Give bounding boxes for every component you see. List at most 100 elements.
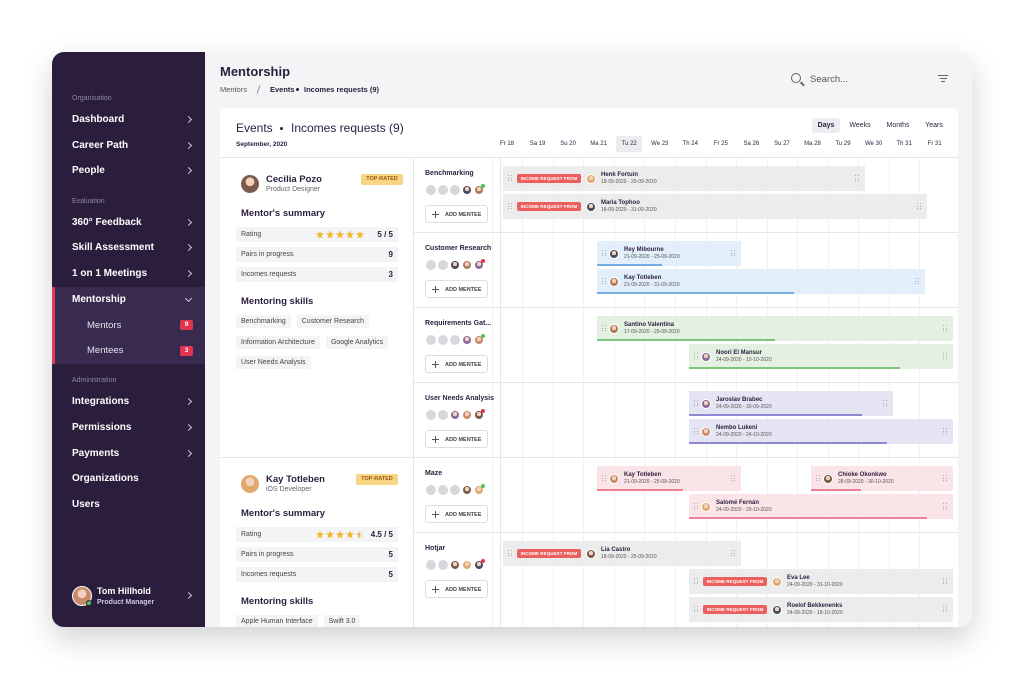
star-filled — [336, 230, 344, 239]
event-bar[interactable]: Nembo Lukeni 24-09-2020 - 24-10-2020 — [689, 419, 953, 444]
nav-item[interactable]: Payments — [52, 442, 205, 466]
event-bar[interactable]: Kay Totleben 21-09-2020 - 25-09-2020 — [597, 466, 741, 491]
drag-handle — [915, 283, 917, 285]
drag-handle — [943, 477, 945, 479]
lane-title: Benchmarking — [425, 170, 474, 177]
event-bar[interactable]: INCOME REQUEST FROM Roelof Bekkenenks 24-0… — [689, 597, 953, 622]
status-dot — [481, 259, 485, 263]
drag-handle — [694, 430, 696, 432]
drag-handle — [731, 252, 733, 254]
event-bar[interactable]: INCOME REQUEST FROM Eva Lee 24-09-2020 - 3… — [689, 569, 953, 594]
nav-label: 360° Feedback — [72, 216, 142, 228]
drag-handle — [883, 402, 885, 404]
event-bar[interactable]: INCOME REQUEST FROM Maria Tophoo 18-09-202… — [503, 194, 927, 219]
event-person: Nembo Lukeni — [716, 425, 758, 431]
add-mentee-button[interactable]: ADD MENTEE — [425, 280, 488, 298]
skills-title: Mentoring skills — [241, 595, 314, 607]
drag-handle — [915, 280, 917, 282]
add-mentee-button[interactable]: ADD MENTEE — [425, 355, 488, 373]
filter-icon[interactable] — [941, 81, 945, 83]
event-bar[interactable]: Jaroslav Brabec 24-09-2020 - 30-09-2020 — [689, 391, 893, 416]
user-profile[interactable]: Tom Hillhold Product Manager — [52, 580, 205, 612]
drag-handle — [508, 175, 510, 177]
nav-subitem[interactable]: Mentors 9 — [52, 313, 205, 337]
skill-chip: User Needs Analysis — [236, 356, 311, 369]
avatar-placeholder — [426, 410, 436, 420]
event-bar[interactable]: Noori El Mansur 24-09-2020 - 10-10-2020 — [689, 344, 953, 369]
nav-item[interactable]: Organizations — [52, 467, 205, 491]
chevron — [184, 398, 193, 406]
add-mentee-button[interactable]: ADD MENTEE — [425, 505, 488, 523]
avatar — [474, 560, 484, 570]
drag-handle — [857, 175, 859, 177]
drag-handle — [602, 325, 604, 327]
mentor-role: iOS Developer — [266, 486, 312, 493]
nav-item[interactable]: Integrations — [52, 390, 205, 414]
drag-handle — [696, 428, 698, 430]
avatar — [240, 474, 260, 494]
drag-handle — [943, 508, 945, 510]
avatar-placeholder — [426, 185, 436, 195]
view-tab[interactable]: Months — [886, 122, 910, 129]
event-bar[interactable]: INCOME REQUEST FROM Henk Fortuin 18-09-202… — [503, 166, 865, 191]
nav-item[interactable]: 360° Feedback — [52, 211, 205, 235]
avatar — [462, 335, 472, 345]
event-person: Lia Castro — [601, 547, 631, 553]
avatar-placeholder — [450, 335, 460, 345]
nav-item[interactable]: Mentorship — [52, 288, 205, 312]
view-tab[interactable]: Years — [925, 122, 943, 129]
filter-icon[interactable] — [938, 75, 948, 77]
search-box[interactable]: Search... — [788, 68, 908, 90]
plus-icon — [435, 436, 437, 443]
day-label: Ma 28 — [804, 141, 821, 147]
avatar-placeholder — [426, 485, 436, 495]
day-label: Sa 26 — [743, 141, 760, 147]
event-bar[interactable]: INCOME REQUEST FROM Lia Castro 18-09-2020 … — [503, 541, 741, 566]
nav-item[interactable]: People — [52, 159, 205, 183]
day-column-line — [644, 157, 646, 627]
event-bar[interactable]: Rey Mibourne 21-09-2020 - 25-09-2020 — [597, 241, 741, 266]
nav-item[interactable]: 1 on 1 Meetings — [52, 262, 205, 286]
event-progress — [689, 442, 887, 444]
view-tab[interactable]: Days — [817, 122, 835, 129]
add-mentee-button[interactable]: ADD MENTEE — [425, 580, 488, 598]
event-person: Noori El Mansur — [716, 350, 763, 356]
nav-item[interactable]: Career Path — [52, 134, 205, 158]
drag-handle — [604, 475, 606, 477]
nav-item[interactable]: Skill Assessment — [52, 236, 205, 260]
drag-handle — [510, 555, 512, 557]
nav-item[interactable]: Permissions — [52, 416, 205, 440]
event-bar[interactable]: Santino Valentina 17-09-2020 - 29-09-2020 — [597, 316, 953, 341]
skill-column-divider — [500, 157, 501, 627]
add-mentee-button[interactable]: ADD MENTEE — [425, 205, 488, 223]
nav-label: Integrations — [72, 396, 130, 408]
drag-handle — [604, 280, 606, 282]
event-bar[interactable]: Chioke Okonkwo 28-09-2020 - 30-10-2020 — [811, 466, 953, 491]
drag-handle — [945, 358, 947, 360]
view-tab[interactable]: Weeks — [849, 122, 871, 129]
avatar — [701, 398, 711, 409]
skill-chip: Information Architecture — [236, 335, 320, 349]
nav-item[interactable]: Users — [52, 493, 205, 517]
event-bar[interactable]: Salomé Fernán 24-09-2020 - 29-10-2020 — [689, 494, 953, 519]
filter-icon[interactable] — [939, 78, 947, 80]
avatar — [450, 260, 460, 270]
drag-handle — [945, 475, 947, 477]
drag-handle — [816, 480, 818, 482]
drag-handle — [915, 278, 917, 280]
avatar — [474, 185, 484, 195]
nav-label: Dashboard — [72, 114, 125, 125]
nav-item[interactable]: Dashboard — [52, 108, 205, 132]
event-dates: 28-09-2020 - 30-10-2020 — [838, 479, 894, 485]
day-column-line — [919, 157, 921, 627]
title-dot — [280, 127, 283, 130]
drag-handle — [696, 583, 698, 585]
add-mentee-button[interactable]: ADD MENTEE — [425, 430, 488, 448]
day-label: We 23 — [651, 141, 669, 147]
drag-handle — [945, 505, 947, 507]
lane-divider — [413, 457, 958, 458]
nav-subitem[interactable]: Mentees 3 — [52, 339, 205, 363]
avatar-placeholder — [438, 485, 448, 495]
event-bar[interactable]: Kay Totleben 21-09-2020 - 31-09-2020 — [597, 269, 925, 294]
event-dates: 24-09-2020 - 30-09-2020 — [716, 404, 772, 410]
